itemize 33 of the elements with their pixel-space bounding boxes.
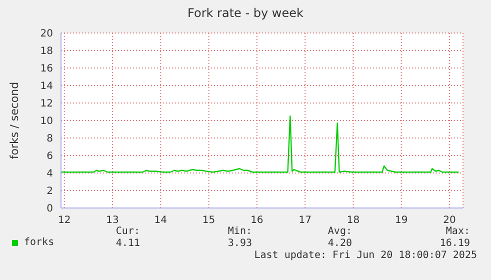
text: Max:	[444, 226, 470, 237]
text: Avg:	[326, 226, 352, 237]
y-tick-label: 14	[40, 81, 53, 92]
x-tick-label: 14	[154, 215, 168, 226]
y-tick-label: 8	[46, 134, 53, 145]
x-tick-label: 19	[395, 215, 408, 226]
x-tick-label: 12	[58, 215, 71, 226]
text: Min:	[226, 226, 252, 237]
y-tick-label: 6	[46, 151, 53, 162]
x-tick-label: 15	[202, 215, 216, 226]
y-tick-label: 4	[46, 168, 53, 180]
x-tick-label: 16	[250, 215, 264, 226]
y-axis-title: forks / second	[8, 82, 21, 160]
chart-title: Fork rate - by week	[186, 6, 304, 20]
y-tick-label: 20	[40, 28, 53, 40]
text: 4.20	[326, 238, 352, 249]
y-tick-label: 2	[46, 186, 53, 198]
y-tick-label: 12	[40, 98, 53, 110]
text: Cur:	[114, 226, 140, 237]
text: 16.19	[438, 238, 470, 249]
y-tick-label: 10	[40, 116, 53, 128]
x-tick-label: 17	[298, 215, 312, 226]
x-tick-label: 13	[106, 215, 119, 226]
line-series	[61, 116, 460, 173]
x-tick-label: 20	[443, 215, 456, 226]
text: Last update: Fri Jun 20 18:00:07 2025	[254, 250, 477, 261]
y-tick-label: 0	[46, 204, 53, 215]
y-tick-label: 18	[40, 46, 53, 58]
x-tick-label: 18	[346, 215, 360, 226]
y-tick-label: 16	[40, 64, 53, 75]
text: 4.11	[114, 238, 140, 249]
legend-label: forks	[24, 237, 54, 248]
text: 3.93	[226, 238, 252, 249]
